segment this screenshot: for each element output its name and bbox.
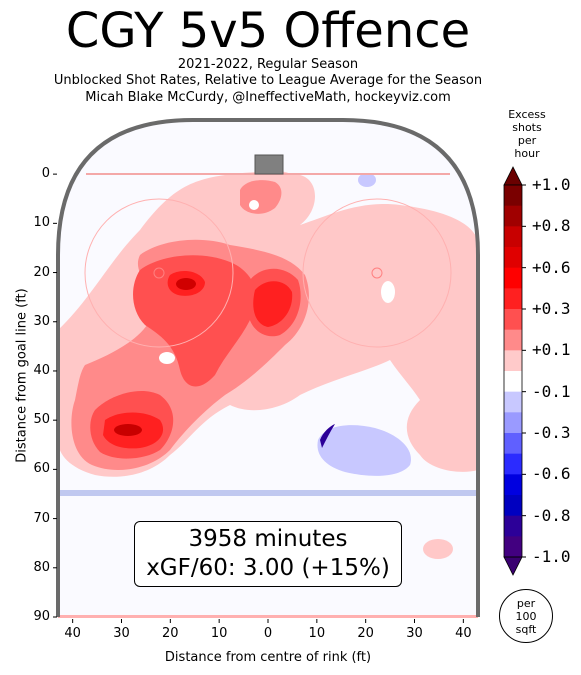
colorbar-min-extend xyxy=(503,556,523,576)
y-tick-label: 50 xyxy=(33,412,50,428)
y-tick-label: 70 xyxy=(33,510,50,526)
colorbar-title-line: shots xyxy=(512,121,542,134)
x-tick-label: 30 xyxy=(406,626,423,641)
axis-ticks xyxy=(53,173,464,623)
colorbar-max-extend xyxy=(503,166,523,186)
colorbar-segment xyxy=(504,329,522,351)
colorbar-outline xyxy=(503,184,523,558)
x-tick-label: 40 xyxy=(455,626,472,641)
colorbar-title-line: per hour xyxy=(514,134,540,160)
colorbar-tick-label: -0.3 xyxy=(532,423,571,442)
colorbar-segment xyxy=(504,433,522,455)
minutes-text: 3958 minutes xyxy=(188,526,348,552)
colorbar-tick-label: +0.8 xyxy=(532,216,571,236)
subtitle-metric: Unblocked Shot Rates, Relative to League… xyxy=(53,73,483,88)
colorbar-tick-label: -0.6 xyxy=(532,464,571,484)
rink-boards xyxy=(56,118,480,617)
colorbar-title-line: Excess xyxy=(508,108,546,121)
x-tick-label: 10 xyxy=(210,626,228,641)
colorbar-segment xyxy=(504,226,522,248)
colorbar-tick-label: +0.3 xyxy=(532,299,571,318)
y-tick-label: 0 xyxy=(41,166,50,182)
chart-title: CGY 5v5 Offence xyxy=(65,3,471,59)
colorbar-tick-label: -0.8 xyxy=(532,505,571,525)
colorbar-tick-label: +0.6 xyxy=(532,257,571,277)
y-tick-label: 40 xyxy=(33,362,50,378)
colorbar-segment xyxy=(504,474,522,496)
x-tick-label: 0 xyxy=(263,626,273,641)
colorbar-segment xyxy=(504,536,522,558)
subtitle-author: Micah Blake McCurdy, @IneffectiveMath, h… xyxy=(85,90,451,105)
y-tick-label: 80 xyxy=(33,559,50,575)
subtitle-season: 2021-2022, Regular Season xyxy=(177,57,359,72)
area-note-line: per xyxy=(516,597,536,610)
colorbar-segment xyxy=(504,515,522,537)
colorbar-segment xyxy=(504,495,522,517)
y-tick-label: 90 xyxy=(33,609,50,624)
colorbar-segment xyxy=(504,391,522,413)
colorbar-segment xyxy=(504,309,522,331)
colorbar-segment xyxy=(504,350,522,372)
heat-contours xyxy=(58,170,478,559)
faceoff-circle-left xyxy=(84,198,234,348)
colorbar-segment xyxy=(504,185,522,207)
colorbar-segment xyxy=(504,247,522,269)
colorbar-tick-label: +1.0 xyxy=(532,175,571,194)
goal-net xyxy=(254,154,284,175)
xgf-text: xGF/60: 3.00 (+15%) xyxy=(146,555,390,581)
colorbar-segment xyxy=(504,205,522,227)
colorbar-tick-label: -0.1 xyxy=(532,381,571,401)
colorbar-segment xyxy=(504,267,522,289)
colorbar-tick-label: +0.1 xyxy=(532,340,571,360)
colorbar xyxy=(503,166,526,576)
colorbar-title: Excess shots per hour xyxy=(505,108,549,160)
x-axis-label: Distance from centre of rink (ft) xyxy=(164,650,372,665)
x-tick-label: 30 xyxy=(113,626,130,641)
colorbar-segment xyxy=(504,412,522,434)
y-tick-label: 10 xyxy=(33,215,50,231)
y-tick-label: 60 xyxy=(33,461,50,477)
colorbar-segment xyxy=(504,453,522,475)
faceoff-circle-right xyxy=(302,198,452,348)
x-tick-label: 20 xyxy=(357,626,374,641)
colorbar-segment xyxy=(504,371,522,393)
x-tick-label: 40 xyxy=(64,626,81,641)
area-note-line: 100 xyxy=(515,610,537,623)
stats-box: 3958 minutes xGF/60: 3.00 (+15%) xyxy=(134,521,402,587)
x-tick-label: 10 xyxy=(308,626,326,641)
y-tick-label: 20 xyxy=(33,264,50,280)
area-note-line: sqft xyxy=(515,623,537,636)
centre-line xyxy=(58,615,478,618)
area-unit-circle: per 100 sqft xyxy=(499,589,553,643)
y-axis-label: Distance from goal line (ft) xyxy=(14,288,30,463)
x-tick-label: 20 xyxy=(162,626,179,641)
colorbar-tick-label: -1.0 xyxy=(532,547,571,566)
blue-line xyxy=(58,490,478,496)
colorbar-segment xyxy=(504,288,522,310)
y-tick-label: 30 xyxy=(33,313,50,329)
